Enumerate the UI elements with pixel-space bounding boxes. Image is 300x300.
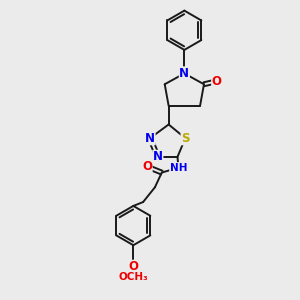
Text: O: O (142, 160, 152, 173)
Text: OCH₃: OCH₃ (118, 272, 148, 282)
Text: N: N (145, 132, 155, 145)
Text: O: O (128, 260, 138, 273)
Text: S: S (181, 132, 190, 145)
Text: N: N (179, 67, 189, 80)
Text: N: N (153, 150, 163, 164)
Text: O: O (212, 75, 222, 88)
Text: NH: NH (170, 163, 187, 173)
